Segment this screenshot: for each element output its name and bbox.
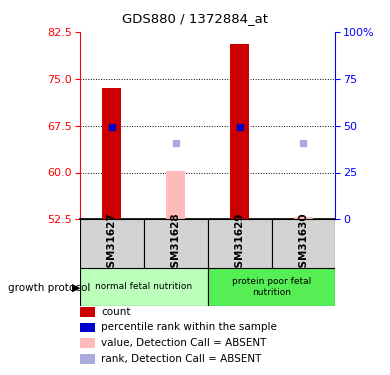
FancyBboxPatch shape (80, 268, 207, 306)
Bar (294, 217, 313, 219)
Text: normal fetal nutrition: normal fetal nutrition (95, 282, 192, 291)
Text: count: count (101, 307, 131, 316)
Text: GSM31628: GSM31628 (171, 212, 181, 275)
Text: protein poor fetal
nutrition: protein poor fetal nutrition (232, 277, 311, 297)
Text: value, Detection Call = ABSENT: value, Detection Call = ABSENT (101, 338, 267, 348)
Text: growth protocol: growth protocol (8, 283, 90, 292)
Text: percentile rank within the sample: percentile rank within the sample (101, 322, 277, 332)
Text: GDS880 / 1372884_at: GDS880 / 1372884_at (122, 12, 268, 25)
Text: GSM31629: GSM31629 (235, 213, 245, 275)
Bar (230, 44, 249, 219)
Text: GSM31630: GSM31630 (298, 212, 308, 275)
FancyBboxPatch shape (271, 219, 335, 268)
Text: ▶: ▶ (72, 283, 81, 292)
FancyBboxPatch shape (144, 219, 207, 268)
FancyBboxPatch shape (80, 219, 144, 268)
Text: rank, Detection Call = ABSENT: rank, Detection Call = ABSENT (101, 354, 262, 364)
Bar (166, 171, 185, 219)
Text: GSM31627: GSM31627 (107, 212, 117, 275)
FancyBboxPatch shape (207, 268, 335, 306)
Bar (102, 88, 121, 219)
FancyBboxPatch shape (207, 219, 271, 268)
